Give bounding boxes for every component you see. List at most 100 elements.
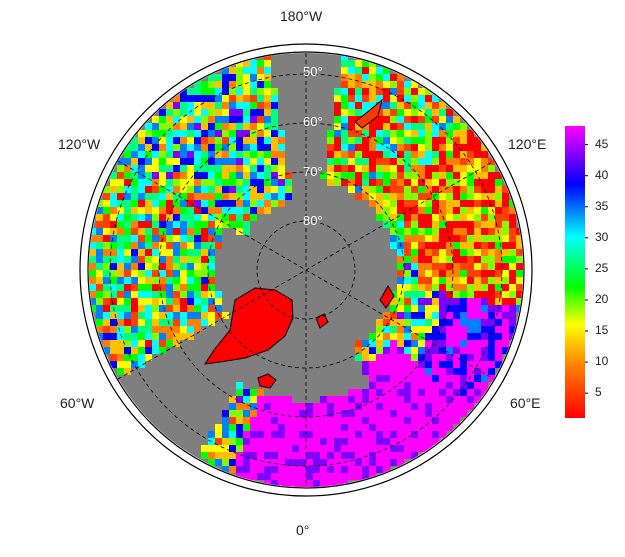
- data-cell: [404, 452, 411, 459]
- data-cell: [481, 172, 488, 179]
- data-cell: [355, 340, 362, 347]
- data-cell: [453, 326, 460, 333]
- data-cell: [355, 109, 362, 116]
- data-cell: [397, 368, 404, 375]
- data-cell: [334, 95, 341, 102]
- data-cell: [236, 403, 243, 410]
- data-cell: [397, 305, 404, 312]
- data-cell: [348, 123, 355, 130]
- data-cell: [432, 186, 439, 193]
- data-cell: [229, 403, 236, 410]
- data-cell: [201, 158, 208, 165]
- data-cell: [341, 410, 348, 417]
- data-cell: [271, 445, 278, 452]
- data-cell: [138, 179, 145, 186]
- data-cell: [257, 123, 264, 130]
- data-cell: [152, 291, 159, 298]
- data-cell: [369, 74, 376, 81]
- data-cell: [495, 291, 502, 298]
- data-cell: [173, 144, 180, 151]
- data-cell: [138, 228, 145, 235]
- data-cell: [250, 109, 257, 116]
- data-cell: [404, 165, 411, 172]
- data-cell: [145, 235, 152, 242]
- data-cell: [138, 291, 145, 298]
- data-cell: [131, 235, 138, 242]
- data-cell: [446, 228, 453, 235]
- data-cell: [376, 445, 383, 452]
- data-cell: [376, 466, 383, 473]
- data-cell: [264, 207, 271, 214]
- data-cell: [453, 333, 460, 340]
- data-cell: [201, 235, 208, 242]
- data-cell: [355, 158, 362, 165]
- data-cell: [397, 445, 404, 452]
- data-cell: [215, 242, 222, 249]
- data-cell: [488, 326, 495, 333]
- data-cell: [432, 102, 439, 109]
- data-cell: [439, 123, 446, 130]
- data-cell: [159, 116, 166, 123]
- data-cell: [481, 151, 488, 158]
- data-cell: [152, 235, 159, 242]
- data-cell: [467, 249, 474, 256]
- data-cell: [138, 340, 145, 347]
- data-cell: [96, 312, 103, 319]
- data-cell: [418, 284, 425, 291]
- data-cell: [432, 361, 439, 368]
- data-cell: [411, 270, 418, 277]
- data-cell: [194, 165, 201, 172]
- data-cell: [320, 459, 327, 466]
- data-cell: [439, 193, 446, 200]
- data-cell: [411, 263, 418, 270]
- data-cell: [138, 305, 145, 312]
- data-cell: [460, 228, 467, 235]
- data-cell: [341, 60, 348, 67]
- data-cell: [236, 424, 243, 431]
- data-cell: [264, 438, 271, 445]
- data-cell: [411, 312, 418, 319]
- data-cell: [397, 389, 404, 396]
- data-cell: [292, 480, 299, 487]
- data-cell: [397, 312, 404, 319]
- data-cell: [383, 74, 390, 81]
- data-cell: [229, 214, 236, 221]
- data-cell: [425, 263, 432, 270]
- data-cell: [152, 312, 159, 319]
- data-cell: [250, 67, 257, 74]
- data-cell: [481, 340, 488, 347]
- data-cell: [369, 438, 376, 445]
- data-cell: [180, 214, 187, 221]
- data-cell: [516, 256, 523, 263]
- data-cell: [348, 410, 355, 417]
- data-cell: [453, 396, 460, 403]
- data-cell: [439, 207, 446, 214]
- data-cell: [341, 151, 348, 158]
- data-cell: [404, 403, 411, 410]
- data-cell: [474, 144, 481, 151]
- data-cell: [187, 256, 194, 263]
- data-cell: [250, 396, 257, 403]
- data-cell: [124, 179, 131, 186]
- data-cell: [467, 312, 474, 319]
- data-cell: [264, 445, 271, 452]
- data-cell: [201, 445, 208, 452]
- data-cell: [215, 459, 222, 466]
- data-cell: [488, 207, 495, 214]
- data-cell: [250, 172, 257, 179]
- data-cell: [271, 88, 278, 95]
- data-cell: [194, 242, 201, 249]
- data-cell: [404, 340, 411, 347]
- data-cell: [432, 207, 439, 214]
- data-cell: [348, 109, 355, 116]
- data-cell: [222, 116, 229, 123]
- data-cell: [222, 137, 229, 144]
- data-cell: [201, 151, 208, 158]
- data-cell: [341, 53, 348, 60]
- data-cell: [481, 193, 488, 200]
- data-cell: [341, 123, 348, 130]
- data-cell: [425, 340, 432, 347]
- data-cell: [264, 53, 271, 60]
- data-cell: [110, 354, 117, 361]
- data-cell: [334, 452, 341, 459]
